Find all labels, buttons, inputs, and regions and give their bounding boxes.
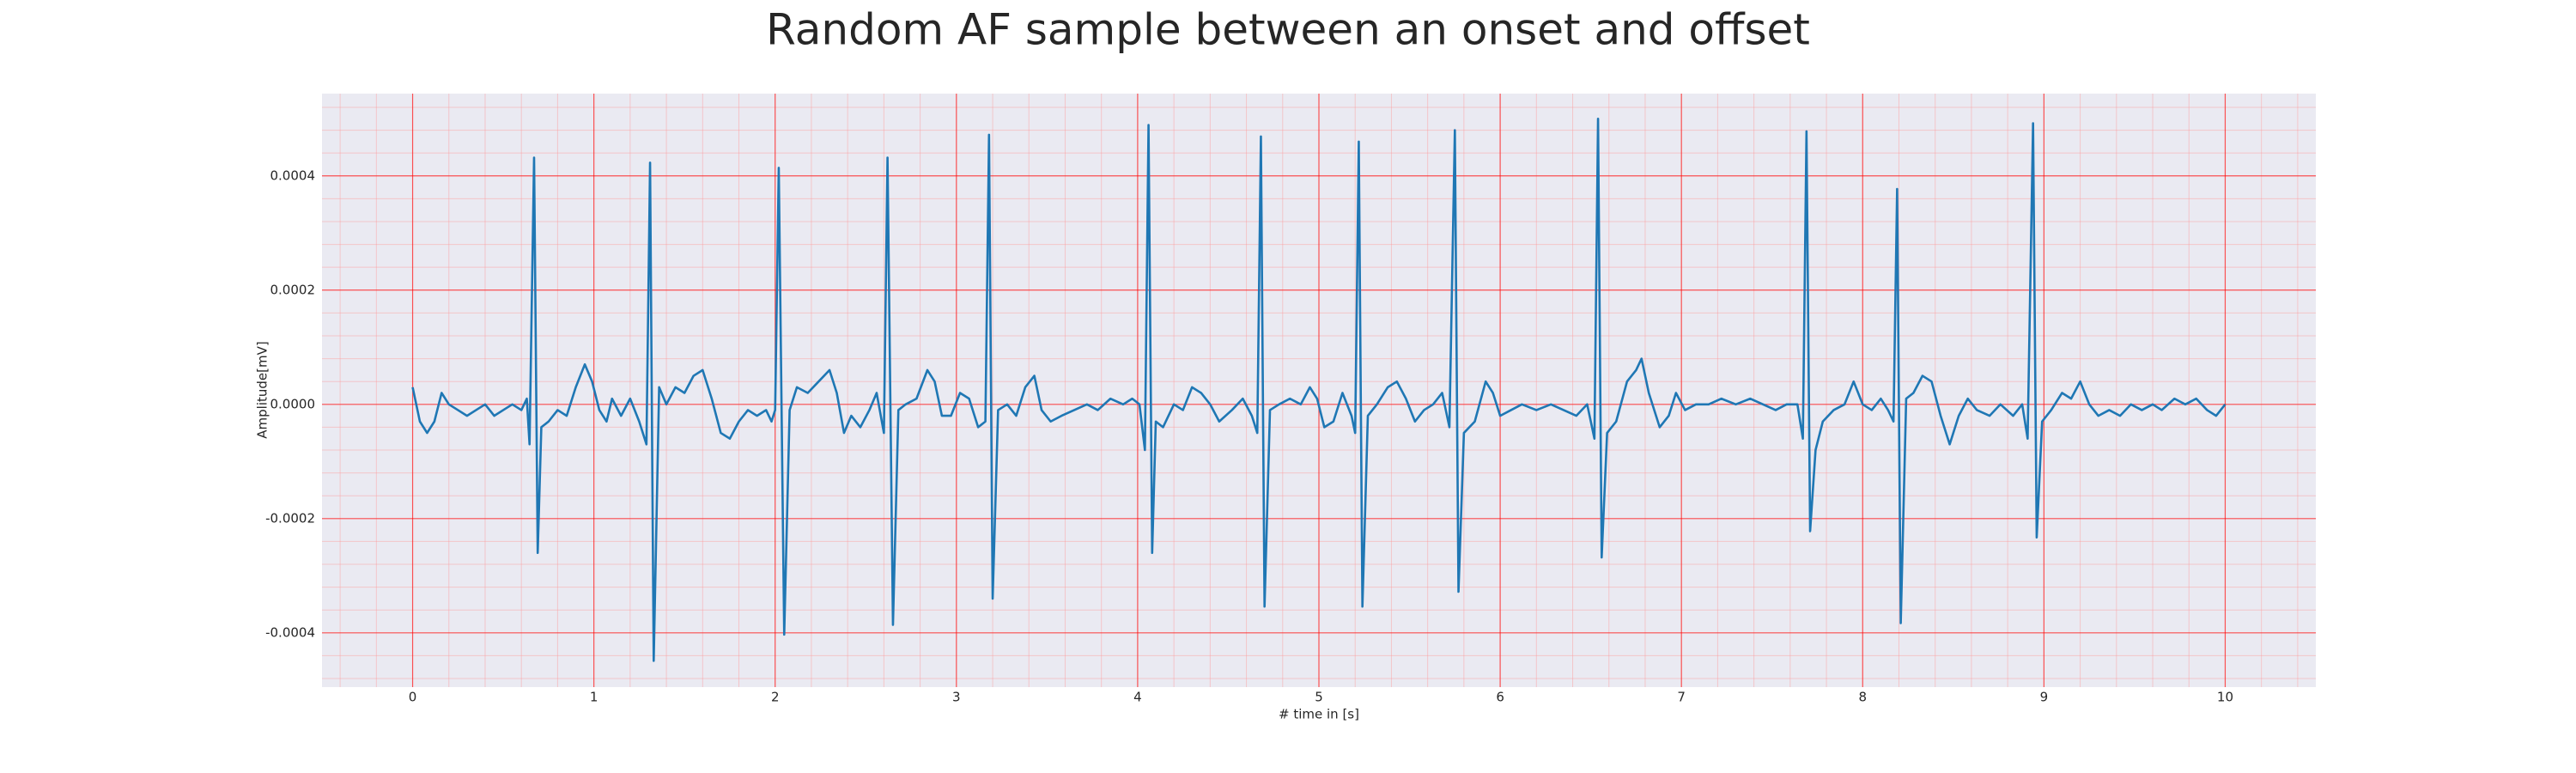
x-tick-label: 9	[2040, 690, 2049, 705]
x-tick-label: 1	[590, 690, 598, 705]
y-tick-label: 0.0002	[270, 282, 316, 297]
plot-area	[411, 117, 2227, 662]
y-tick-label: -0.0002	[265, 510, 315, 526]
x-tick-label: 7	[1677, 690, 1686, 705]
x-tick-label: 10	[2217, 690, 2233, 705]
x-tick-label: 3	[952, 690, 961, 705]
chart-title: Random AF sample between an onset and of…	[766, 5, 1810, 55]
x-tick-label: 6	[1496, 690, 1504, 705]
y-tick-label: 0.0000	[270, 396, 316, 411]
x-tick-label: 2	[771, 690, 780, 705]
x-tick-label: 8	[1858, 690, 1867, 705]
x-tick-label: 5	[1315, 690, 1323, 705]
x-tick-label: 0	[409, 690, 417, 705]
y-tick-label: -0.0004	[265, 624, 315, 640]
x-axis-label: # time in [s]	[1279, 707, 1359, 722]
y-tick-label: 0.0004	[270, 167, 316, 183]
y-axis-label: Amplitude[mV]	[255, 341, 270, 438]
signal-line	[411, 117, 2227, 662]
x-tick-label: 4	[1133, 690, 1142, 705]
